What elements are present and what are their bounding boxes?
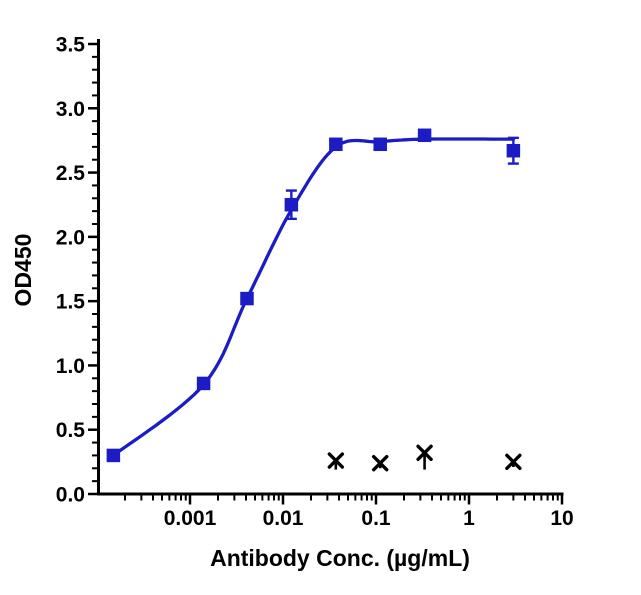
y-tick-label: 2.0 bbox=[56, 226, 85, 249]
y-tick-label: 3.5 bbox=[56, 34, 86, 57]
x-axis-ticks bbox=[123, 495, 564, 505]
x-marker-stroke bbox=[372, 454, 389, 472]
y-tick-label: 0.0 bbox=[56, 484, 85, 507]
axes bbox=[97, 39, 564, 496]
x-marker bbox=[505, 453, 522, 471]
x-tick-label: 0.001 bbox=[164, 507, 217, 530]
fit-curve bbox=[111, 137, 516, 458]
fit-curve-path bbox=[111, 137, 516, 458]
square-marker bbox=[417, 128, 432, 143]
x-marker bbox=[327, 452, 345, 469]
control-data-points bbox=[327, 444, 522, 472]
y-tick-label: 3.0 bbox=[56, 98, 85, 121]
x-tick-label: 1 bbox=[463, 507, 475, 530]
square-marker bbox=[240, 291, 254, 306]
x-tick-label: 10 bbox=[550, 507, 573, 530]
control-error-bars bbox=[334, 452, 515, 470]
antibody-data-points bbox=[106, 128, 521, 463]
square-marker bbox=[284, 197, 299, 212]
x-axis-tick-labels: 0.001 0.01 0.1 1 10 bbox=[164, 507, 574, 530]
x-tick-label: 0.1 bbox=[361, 507, 391, 530]
x-marker-stroke bbox=[327, 452, 345, 469]
square-marker bbox=[373, 137, 387, 152]
y-axis-tick-labels: 0.0 0.5 1.0 1.5 2.0 2.5 3.0 3.5 bbox=[56, 34, 86, 507]
x-tick-label: 0.01 bbox=[263, 507, 304, 530]
y-tick-label: 2.5 bbox=[56, 162, 86, 185]
y-tick-label: 1.0 bbox=[56, 355, 85, 378]
square-marker bbox=[196, 376, 211, 391]
y-axis-ticks bbox=[88, 42, 97, 496]
square-marker bbox=[106, 448, 121, 463]
x-marker bbox=[416, 444, 433, 462]
y-tick-label: 1.5 bbox=[56, 291, 86, 314]
y-axis-title: OD450 bbox=[10, 234, 36, 307]
x-marker-stroke bbox=[505, 453, 522, 471]
x-marker bbox=[372, 454, 389, 472]
square-marker bbox=[506, 143, 521, 158]
antibody-error-bars bbox=[107, 130, 519, 460]
y-tick-label: 0.5 bbox=[56, 419, 86, 442]
x-marker-stroke bbox=[416, 444, 433, 462]
square-marker bbox=[329, 137, 343, 152]
x-axis-title: Antibody Conc. (µg/mL) bbox=[210, 545, 470, 571]
